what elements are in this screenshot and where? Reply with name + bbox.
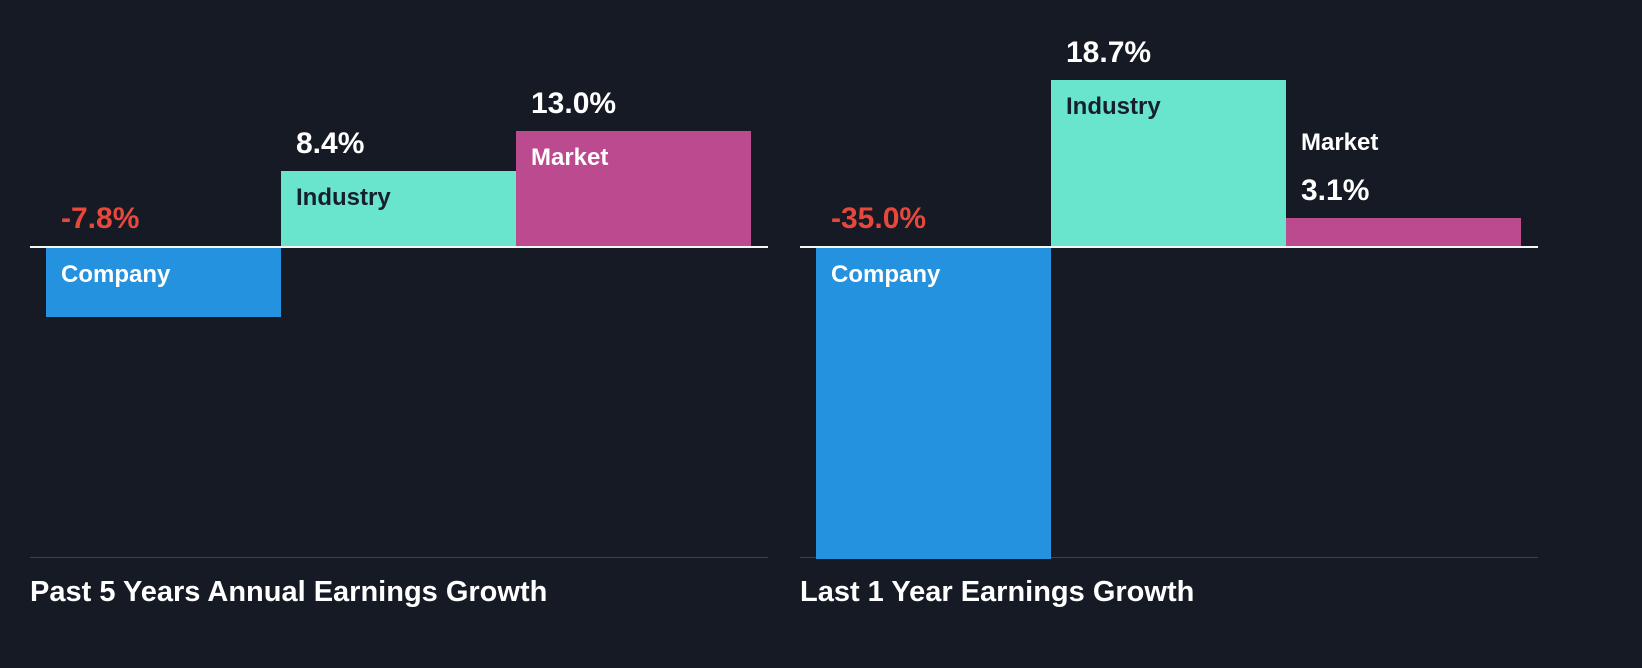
bar-label-market: Market <box>1301 129 1379 156</box>
bar-market[interactable] <box>1286 218 1521 246</box>
bar-label-company: Company <box>831 261 941 288</box>
chart-title: Last 1 Year Earnings Growth <box>800 576 1195 608</box>
value-label-company: -35.0% <box>831 202 927 235</box>
plot-area-past-5-years: -7.8% Company 8.4% Industry 13.0% Market <box>30 0 768 558</box>
chart-title: Past 5 Years Annual Earnings Growth <box>30 576 548 608</box>
value-label-market: 13.0% <box>531 87 617 120</box>
bar-label-company: Company <box>61 261 171 288</box>
zero-line <box>800 246 1538 248</box>
bar-industry[interactable] <box>1051 80 1286 246</box>
zero-line <box>30 246 768 248</box>
chart-last-1-year: -35.0% Company 18.7% Industry 3.1% Market Las… <box>800 0 1538 609</box>
value-label-market: 3.1% <box>1301 174 1370 207</box>
x-axis-line <box>800 557 1538 558</box>
bar-company[interactable] <box>816 248 1051 559</box>
value-label-industry: 18.7% <box>1066 36 1152 69</box>
bar-company[interactable] <box>46 248 281 317</box>
plot-area-last-1-year: -35.0% Company 18.7% Industry 3.1% Market <box>800 0 1538 559</box>
chart-past-5-years: -7.8% Company 8.4% Industry 13.0% Market Past… <box>30 0 768 609</box>
x-axis-line <box>30 557 768 558</box>
value-label-company: -7.8% <box>61 202 140 235</box>
earnings-growth-comparison: -7.8% Company 8.4% Industry 13.0% Market Past… <box>30 0 1538 609</box>
value-label-industry: 8.4% <box>296 127 365 160</box>
bar-label-market: Market <box>531 144 609 171</box>
bar-label-industry: Industry <box>1066 93 1161 120</box>
bar-label-industry: Industry <box>296 184 391 211</box>
bar-market[interactable] <box>516 131 751 246</box>
bar-industry[interactable] <box>281 171 516 246</box>
